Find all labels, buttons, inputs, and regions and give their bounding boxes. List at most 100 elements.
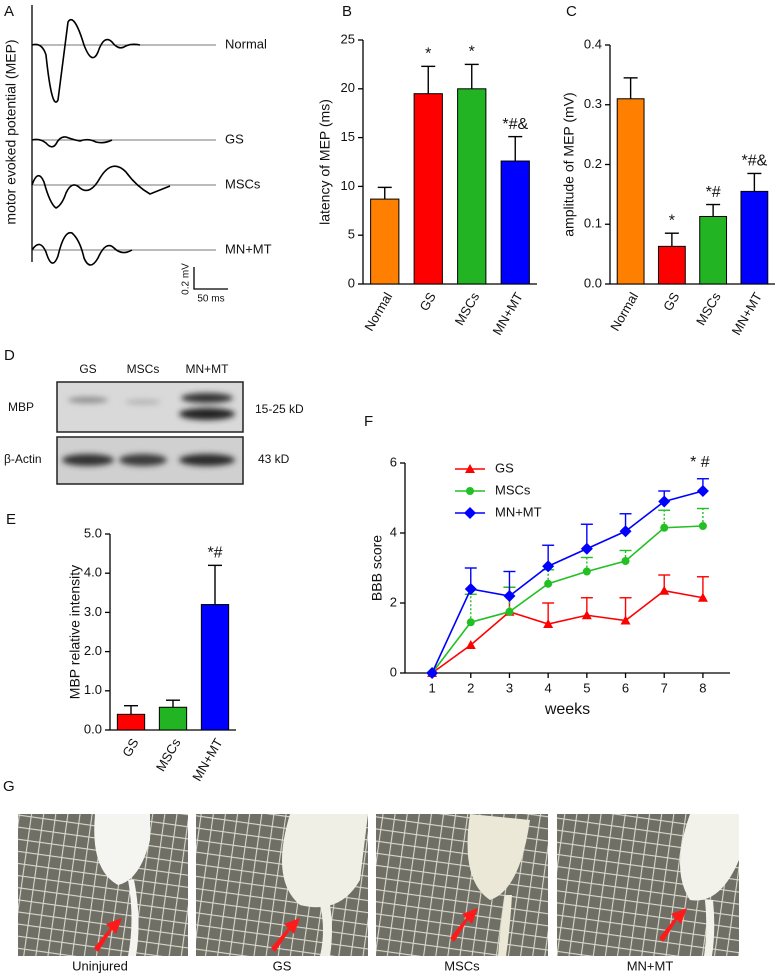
- x-tick-label: Normal: [361, 290, 395, 334]
- x-tick-label: 5: [583, 680, 590, 695]
- marker: [582, 567, 591, 576]
- y-tick-label: 5.0: [84, 525, 102, 540]
- marker: [580, 542, 593, 555]
- series-line: [431, 525, 703, 674]
- baselines: [32, 44, 216, 251]
- x-tick-label: GS: [119, 735, 142, 759]
- trace-label: GS: [225, 131, 244, 146]
- annotation: *#: [706, 184, 721, 201]
- size-label: 43 kD: [258, 452, 290, 466]
- photo-caption: Uninjured: [72, 958, 128, 973]
- marker: [503, 590, 516, 602]
- panel-letter: B: [342, 3, 352, 20]
- marker: [543, 619, 554, 628]
- annotation: *#: [207, 545, 222, 562]
- blot: [56, 381, 244, 433]
- annotation: *#&: [741, 153, 767, 170]
- legend-label: GS: [495, 460, 514, 475]
- marker: [426, 667, 439, 679]
- x-tick-label: 6: [622, 680, 629, 695]
- bar: [158, 706, 188, 731]
- x-tick-label: MSCs: [153, 735, 184, 774]
- y-tick-label: 20: [341, 80, 355, 95]
- trace-label: MN+MT: [225, 241, 272, 256]
- lane-label: GS: [79, 362, 96, 376]
- marker: [466, 618, 475, 627]
- bar: [457, 88, 487, 285]
- x-tick-label: 2: [467, 680, 474, 695]
- marker: [621, 557, 630, 565]
- y-tick-label: 4: [390, 524, 397, 539]
- x-axis-label: weeks: [544, 701, 590, 718]
- bar: [116, 713, 146, 731]
- panel-letter: G: [3, 778, 15, 795]
- x-tick-label: GS: [416, 289, 439, 313]
- panel-letter: F: [364, 413, 373, 430]
- bar: [657, 245, 686, 285]
- x-tick-label: Normal: [607, 290, 641, 334]
- annotation: *#&: [502, 116, 528, 133]
- legend-label: MSCs: [495, 482, 531, 497]
- marker: [544, 579, 553, 588]
- marker: [698, 522, 707, 530]
- series-line: [431, 490, 704, 674]
- trace-label: Normal: [225, 36, 267, 51]
- bar: [413, 93, 443, 285]
- y-tick-label: 0: [348, 275, 355, 290]
- photo-caption: MN+MT: [627, 958, 674, 973]
- marker: [697, 592, 708, 602]
- bands: [62, 393, 235, 466]
- y-axis-label: MBP relative intensity: [67, 565, 83, 699]
- annotation: *: [425, 46, 431, 63]
- y-axis-label: amplitude of MEP (mV): [561, 92, 577, 236]
- marker: [542, 560, 555, 573]
- y-tick-label: 0.2: [584, 156, 602, 171]
- marker: [658, 495, 671, 508]
- bar: [699, 215, 728, 285]
- y-axis-label: latency of MEP (ms): [317, 99, 333, 225]
- annotation: *: [669, 212, 675, 229]
- lane-label: MSCs: [127, 362, 160, 376]
- x-tick-label: MSCs: [693, 289, 724, 328]
- bar: [616, 98, 645, 285]
- y-tick-label: 15: [341, 129, 355, 144]
- x-tick-label: 4: [545, 680, 552, 695]
- annotation: * #: [690, 454, 710, 471]
- marker: [581, 610, 592, 620]
- marker: [465, 464, 475, 473]
- lane-label: MN+MT: [186, 362, 230, 376]
- y-tick-label: 1.0: [84, 682, 102, 697]
- y-tick-label: 2.0: [84, 643, 102, 658]
- x-tick-label: 8: [699, 680, 706, 695]
- size-label: 15-25 kD: [255, 402, 304, 416]
- y-tick-label: 0.0: [84, 721, 102, 736]
- y-axis-label: motor evoked potential (MEP): [3, 39, 19, 224]
- marker: [464, 583, 477, 595]
- photos: [18, 814, 739, 956]
- x-tick-label: 1: [428, 680, 435, 695]
- traces: [31, 18, 171, 266]
- marker: [660, 523, 669, 532]
- bar: [740, 190, 769, 285]
- y-tick-label: 25: [341, 31, 355, 46]
- scale-bar: [193, 267, 228, 290]
- bar: [370, 198, 400, 285]
- photo-caption: MSCs: [444, 958, 480, 973]
- y-tick-label: 0.1: [584, 216, 602, 231]
- marker: [465, 640, 476, 649]
- trace-label: MSCs: [225, 176, 261, 191]
- row-label: MBP: [8, 400, 34, 414]
- y-tick-label: 10: [341, 178, 355, 193]
- scale-label: 50 ms: [197, 294, 224, 305]
- marker: [620, 615, 631, 625]
- marker: [659, 585, 670, 595]
- bar: [200, 604, 230, 731]
- panel-letter: D: [4, 347, 15, 364]
- x-tick-label: MN+MT: [729, 290, 765, 338]
- y-tick-label: 3.0: [84, 604, 102, 619]
- scale-label: 0.2 mV: [181, 263, 192, 295]
- x-tick-label: 7: [661, 680, 668, 695]
- panel-letter: A: [4, 3, 14, 20]
- marker: [505, 607, 514, 616]
- y-tick-label: 6: [390, 454, 397, 469]
